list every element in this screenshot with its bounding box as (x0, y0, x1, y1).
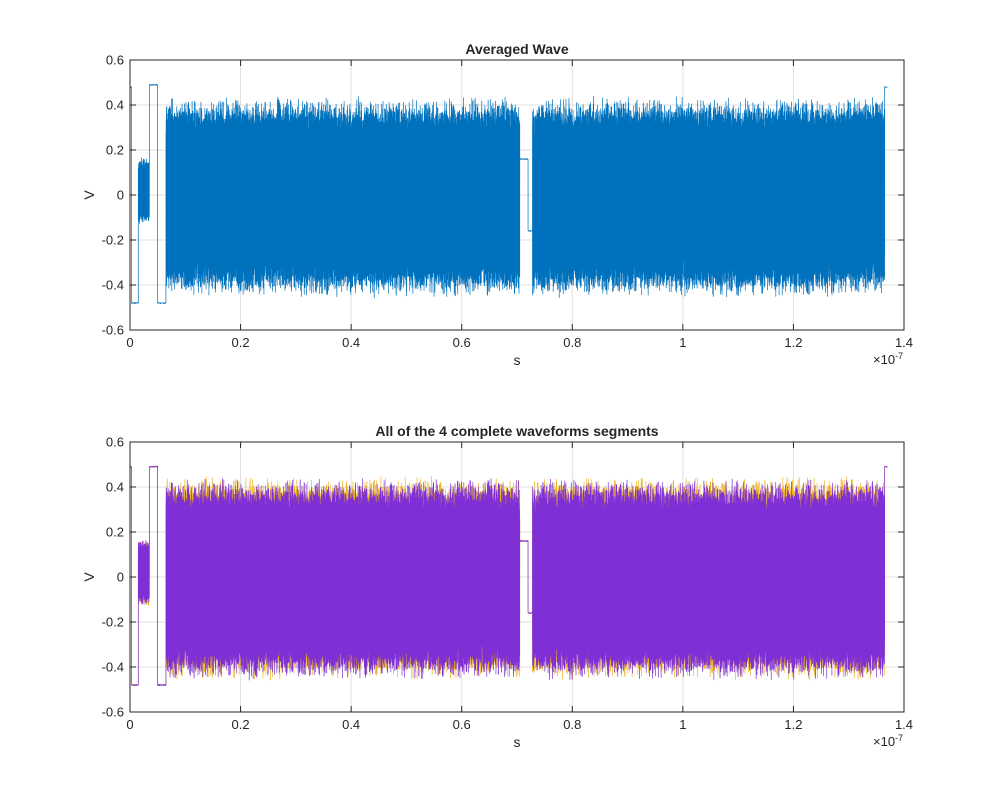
x-tick-label: 1 (679, 335, 686, 350)
x-tick-label: 0.4 (342, 335, 360, 350)
y-tick-label: 0 (117, 570, 124, 585)
y-tick-label: -0.6 (102, 705, 124, 720)
y-tick-label: 0.2 (106, 525, 124, 540)
chart-averaged-wave: 0 0.2 0.4 0.6 0.8 1 1.2 1.4 -0.6 -0.4 -0.2 0 0.2 0.4 0… (81, 41, 913, 368)
x-tick-label: 0.8 (563, 335, 581, 350)
y-tick-label: -0.6 (102, 323, 124, 338)
x-tick-label: 0.2 (232, 335, 250, 350)
y-tick-label: 0.4 (106, 480, 124, 495)
y-tick-label: -0.4 (102, 660, 124, 675)
x-exponent-base: ×10 (873, 352, 895, 367)
y-tick-label: 0.6 (106, 53, 124, 68)
x-axis-label: s (514, 734, 521, 750)
series-group (129, 465, 888, 687)
x-tick-label: 0.6 (453, 335, 471, 350)
y-tick-label: -0.4 (102, 278, 124, 293)
y-tick-label: 0 (117, 188, 124, 203)
y-axis-label: V (81, 190, 97, 200)
x-exponent-label: ×10-7 (873, 733, 903, 749)
x-exponent-label: ×10-7 (873, 351, 903, 367)
tick-marks (129, 441, 905, 713)
y-tick-label: 0.4 (106, 98, 124, 113)
x-exponent-power: -7 (895, 351, 903, 361)
chart-title: Averaged Wave (465, 41, 568, 57)
tick-labels: 0 0.2 0.4 0.6 0.8 1 1.2 1.4 -0.6 -0.4 -0.2 0 0.2 0.4 0… (102, 53, 913, 351)
x-tick-label: 1.2 (784, 717, 802, 732)
x-tick-label: 1 (679, 717, 686, 732)
chart-all-segments: 0 0.2 0.4 0.6 0.8 1 1.2 1.4 -0.6 -0.4 -0.2 0 0.2 0.4 0… (81, 423, 913, 750)
x-tick-label: 0 (126, 335, 133, 350)
x-tick-label: 0 (126, 717, 133, 732)
series-line-1 (129, 465, 888, 687)
x-tick-label: 0.4 (342, 717, 360, 732)
chart-title: All of the 4 complete waveforms segments (375, 423, 658, 439)
x-exponent-power: -7 (895, 733, 903, 743)
x-exponent-base: ×10 (873, 734, 895, 749)
y-tick-label: -0.2 (102, 615, 124, 630)
x-tick-label: 1.2 (784, 335, 802, 350)
y-tick-label: 0.2 (106, 143, 124, 158)
y-tick-label: 0.6 (106, 435, 124, 450)
tick-labels: 0 0.2 0.4 0.6 0.8 1 1.2 1.4 -0.6 -0.4 -0.2 0 0.2 0.4 0… (102, 435, 913, 733)
tick-marks (129, 59, 905, 331)
x-axis-label: s (514, 352, 521, 368)
x-tick-label: 0.8 (563, 717, 581, 732)
series-line-0 (129, 83, 888, 305)
y-axis-label: V (81, 572, 97, 582)
x-tick-label: 0.2 (232, 717, 250, 732)
y-tick-label: -0.2 (102, 233, 124, 248)
series-group (129, 83, 888, 305)
x-tick-label: 0.6 (453, 717, 471, 732)
x-tick-label: 1.4 (895, 335, 913, 350)
x-tick-label: 1.4 (895, 717, 913, 732)
